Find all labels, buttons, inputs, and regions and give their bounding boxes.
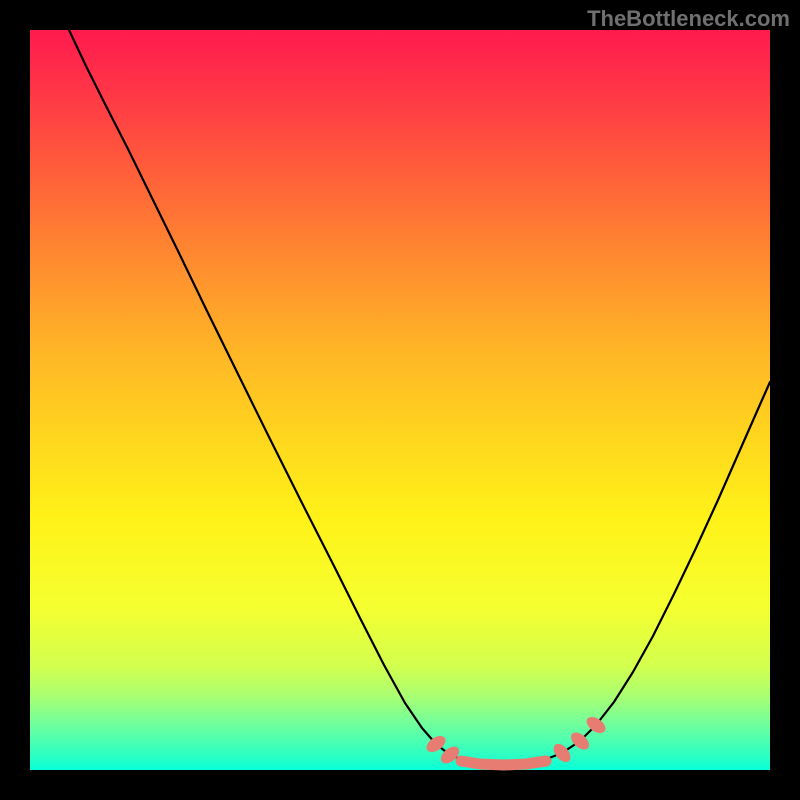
watermark-text: TheBottleneck.com <box>587 6 790 32</box>
chart-frame: TheBottleneck.com <box>0 0 800 800</box>
heat-gradient-background <box>30 30 770 770</box>
highlight-band <box>461 761 546 765</box>
bottleneck-chart <box>0 0 800 800</box>
